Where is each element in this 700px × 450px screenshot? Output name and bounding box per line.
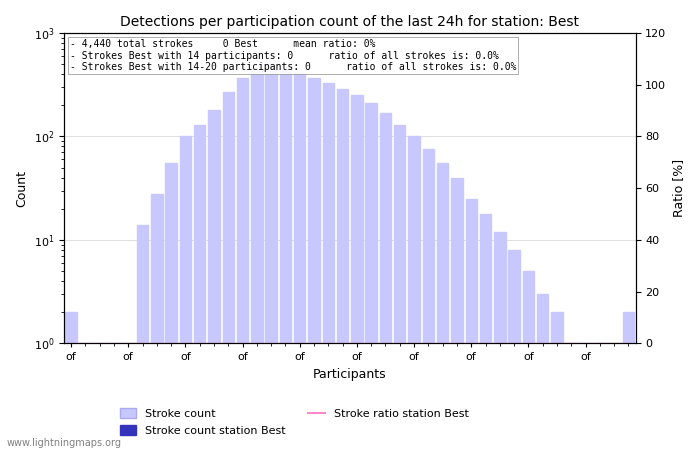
Bar: [365, 103, 377, 450]
Bar: [523, 271, 534, 450]
Bar: [323, 83, 334, 450]
Bar: [566, 343, 577, 450]
Bar: [308, 78, 320, 450]
Bar: [423, 149, 434, 450]
Bar: [136, 225, 148, 450]
Bar: [608, 343, 620, 450]
Bar: [466, 199, 477, 450]
Bar: [265, 64, 277, 450]
Bar: [80, 343, 91, 450]
Bar: [408, 136, 420, 450]
Bar: [494, 232, 505, 450]
Bar: [194, 125, 205, 450]
Y-axis label: Ratio [%]: Ratio [%]: [672, 159, 685, 217]
Text: - 4,440 total strokes     0 Best      mean ratio: 0%
- Strokes Best with 14 part: - 4,440 total strokes 0 Best mean ratio:…: [69, 39, 516, 72]
Bar: [537, 294, 548, 450]
Y-axis label: Count: Count: [15, 170, 28, 207]
Legend: Stroke count, Stroke count station Best, Stroke ratio station Best: Stroke count, Stroke count station Best,…: [115, 404, 473, 440]
Bar: [151, 194, 162, 450]
Bar: [452, 178, 463, 450]
Bar: [437, 163, 449, 450]
Bar: [122, 343, 134, 450]
Title: Detections per participation count of the last 24h for station: Best: Detections per participation count of th…: [120, 15, 580, 29]
Bar: [223, 92, 234, 450]
Bar: [65, 312, 77, 450]
Bar: [351, 95, 363, 450]
Bar: [280, 67, 291, 450]
Bar: [394, 125, 405, 450]
Bar: [480, 213, 491, 450]
Text: www.lightningmaps.org: www.lightningmaps.org: [7, 438, 122, 448]
Bar: [294, 73, 305, 450]
Bar: [380, 112, 391, 450]
Bar: [508, 250, 520, 450]
Bar: [165, 163, 177, 450]
Bar: [209, 110, 220, 450]
Bar: [623, 312, 634, 450]
X-axis label: Participants: Participants: [313, 368, 386, 381]
Bar: [552, 312, 563, 450]
Bar: [580, 343, 592, 450]
Bar: [337, 89, 349, 450]
Bar: [180, 136, 191, 450]
Bar: [94, 343, 106, 450]
Bar: [594, 343, 606, 450]
Bar: [108, 343, 120, 450]
Bar: [237, 78, 248, 450]
Bar: [251, 70, 262, 450]
